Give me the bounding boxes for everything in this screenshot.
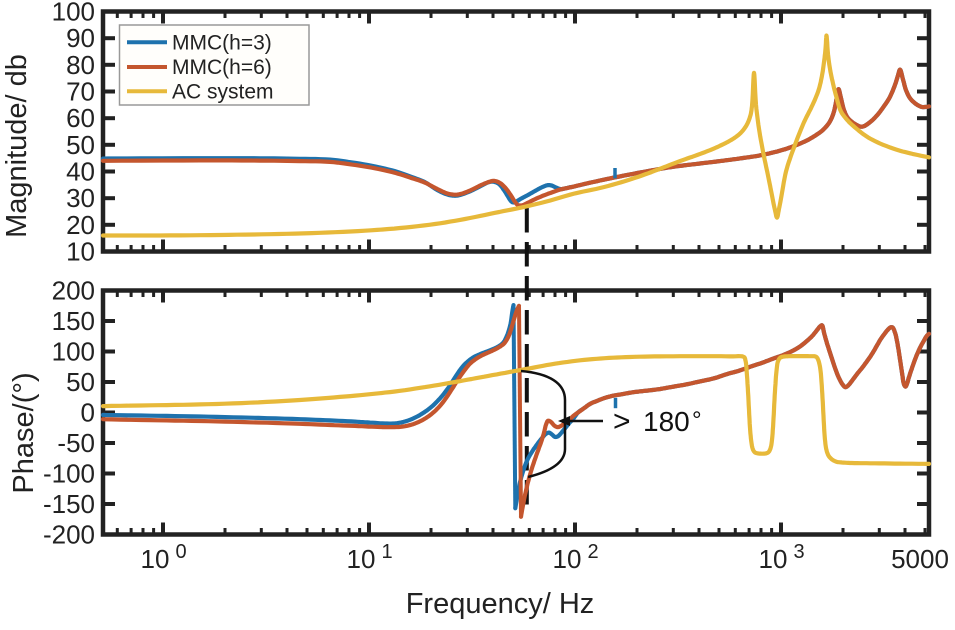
svg-text:10: 10 xyxy=(141,544,170,574)
svg-text:90: 90 xyxy=(66,23,95,53)
svg-text:AC system: AC system xyxy=(172,80,274,103)
svg-text:0: 0 xyxy=(81,398,95,428)
svg-text:100: 100 xyxy=(52,0,95,27)
svg-text:30: 30 xyxy=(66,183,95,213)
svg-text:5000: 5000 xyxy=(891,544,949,574)
svg-text:-200: -200 xyxy=(43,520,95,550)
svg-text:>: > xyxy=(613,405,631,438)
svg-text:80: 80 xyxy=(66,50,95,80)
svg-text:MMC(h=3): MMC(h=3) xyxy=(172,31,272,54)
svg-text:50: 50 xyxy=(66,130,95,160)
svg-text:Phase/(°): Phase/(°) xyxy=(8,372,40,493)
svg-text:10: 10 xyxy=(66,237,95,267)
svg-text:°: ° xyxy=(692,407,702,434)
svg-text:-50: -50 xyxy=(57,428,95,458)
svg-text:MMC(h=6): MMC(h=6) xyxy=(172,56,272,79)
svg-text:0: 0 xyxy=(175,541,186,563)
svg-text:Frequency/ Hz: Frequency/ Hz xyxy=(406,588,595,620)
svg-text:150: 150 xyxy=(52,306,95,336)
svg-text:-100: -100 xyxy=(43,459,95,489)
svg-text:20: 20 xyxy=(66,210,95,240)
svg-text:10: 10 xyxy=(759,544,788,574)
svg-text:10: 10 xyxy=(553,544,582,574)
svg-text:3: 3 xyxy=(793,541,804,563)
svg-text:2: 2 xyxy=(587,541,598,563)
svg-text:100: 100 xyxy=(52,337,95,367)
svg-text:-150: -150 xyxy=(43,489,95,519)
svg-text:180: 180 xyxy=(643,406,690,437)
svg-text:Magnitude/ db: Magnitude/ db xyxy=(1,54,33,238)
svg-text:40: 40 xyxy=(66,157,95,187)
svg-text:10: 10 xyxy=(347,544,376,574)
svg-text:50: 50 xyxy=(66,367,95,397)
svg-text:70: 70 xyxy=(66,77,95,107)
svg-text:1: 1 xyxy=(381,541,392,563)
svg-text:60: 60 xyxy=(66,103,95,133)
svg-text:200: 200 xyxy=(52,276,95,306)
